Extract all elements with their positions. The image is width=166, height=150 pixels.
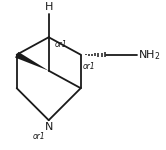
- Text: or1: or1: [82, 62, 95, 71]
- Text: NH$_2$: NH$_2$: [138, 48, 161, 62]
- Text: or1: or1: [55, 40, 68, 49]
- Text: H: H: [44, 3, 53, 12]
- Polygon shape: [15, 52, 49, 71]
- Text: N: N: [44, 122, 53, 132]
- Text: or1: or1: [33, 132, 45, 141]
